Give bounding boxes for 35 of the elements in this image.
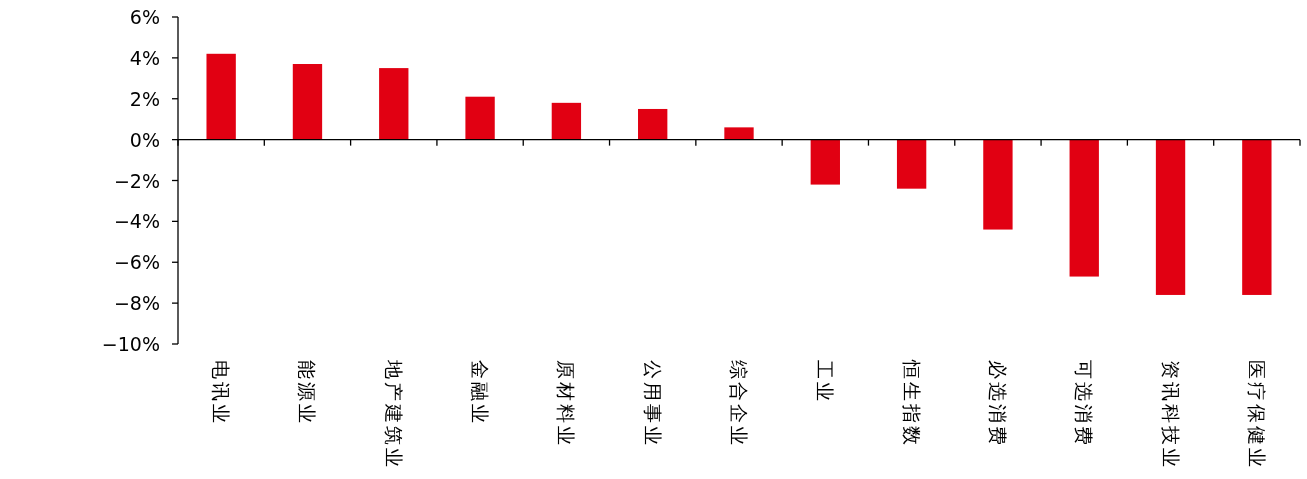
y-tick-label: 6% (129, 6, 160, 28)
x-tick-label: 医疗保健业 (1245, 360, 1268, 470)
x-tick-label: 电讯业 (210, 360, 233, 426)
bar (724, 127, 754, 140)
bar (638, 108, 668, 140)
y-tick-label: 0% (129, 128, 160, 151)
x-tick-label: 必选消费 (986, 360, 1009, 448)
bar (810, 139, 840, 185)
x-tick-label: 能源业 (296, 360, 319, 426)
y-tick-label: −6% (113, 251, 160, 274)
x-tick-label: 地产建筑业 (382, 359, 405, 470)
x-tick-label: 综合企业 (728, 360, 750, 448)
y-tick-label: 4% (129, 46, 160, 69)
x-tick-label: 资讯科技业 (1159, 360, 1182, 470)
x-tick-label: 可选消费 (1073, 360, 1096, 448)
bar (206, 53, 236, 140)
y-tick-label: −8% (113, 292, 160, 315)
bar (551, 102, 582, 140)
y-tick-label: −2% (113, 169, 160, 192)
x-tick-label: 原材料业 (555, 360, 578, 448)
bar (465, 96, 495, 140)
bar (292, 64, 323, 140)
x-tick-label: 工业 (814, 360, 837, 404)
x-tick-label: 公用事业 (641, 360, 664, 448)
bar (1242, 139, 1272, 295)
bar (983, 139, 1013, 230)
bar (1069, 139, 1099, 277)
y-tick-label: 2% (129, 87, 160, 110)
bar (896, 139, 927, 189)
x-tick-label: 金融业 (469, 360, 492, 426)
x-tick-label: 恒生指数 (900, 359, 923, 448)
bar (379, 68, 409, 140)
y-tick-label: −4% (113, 210, 160, 233)
y-tick-label: −10% (101, 333, 160, 355)
bar (1155, 139, 1186, 295)
